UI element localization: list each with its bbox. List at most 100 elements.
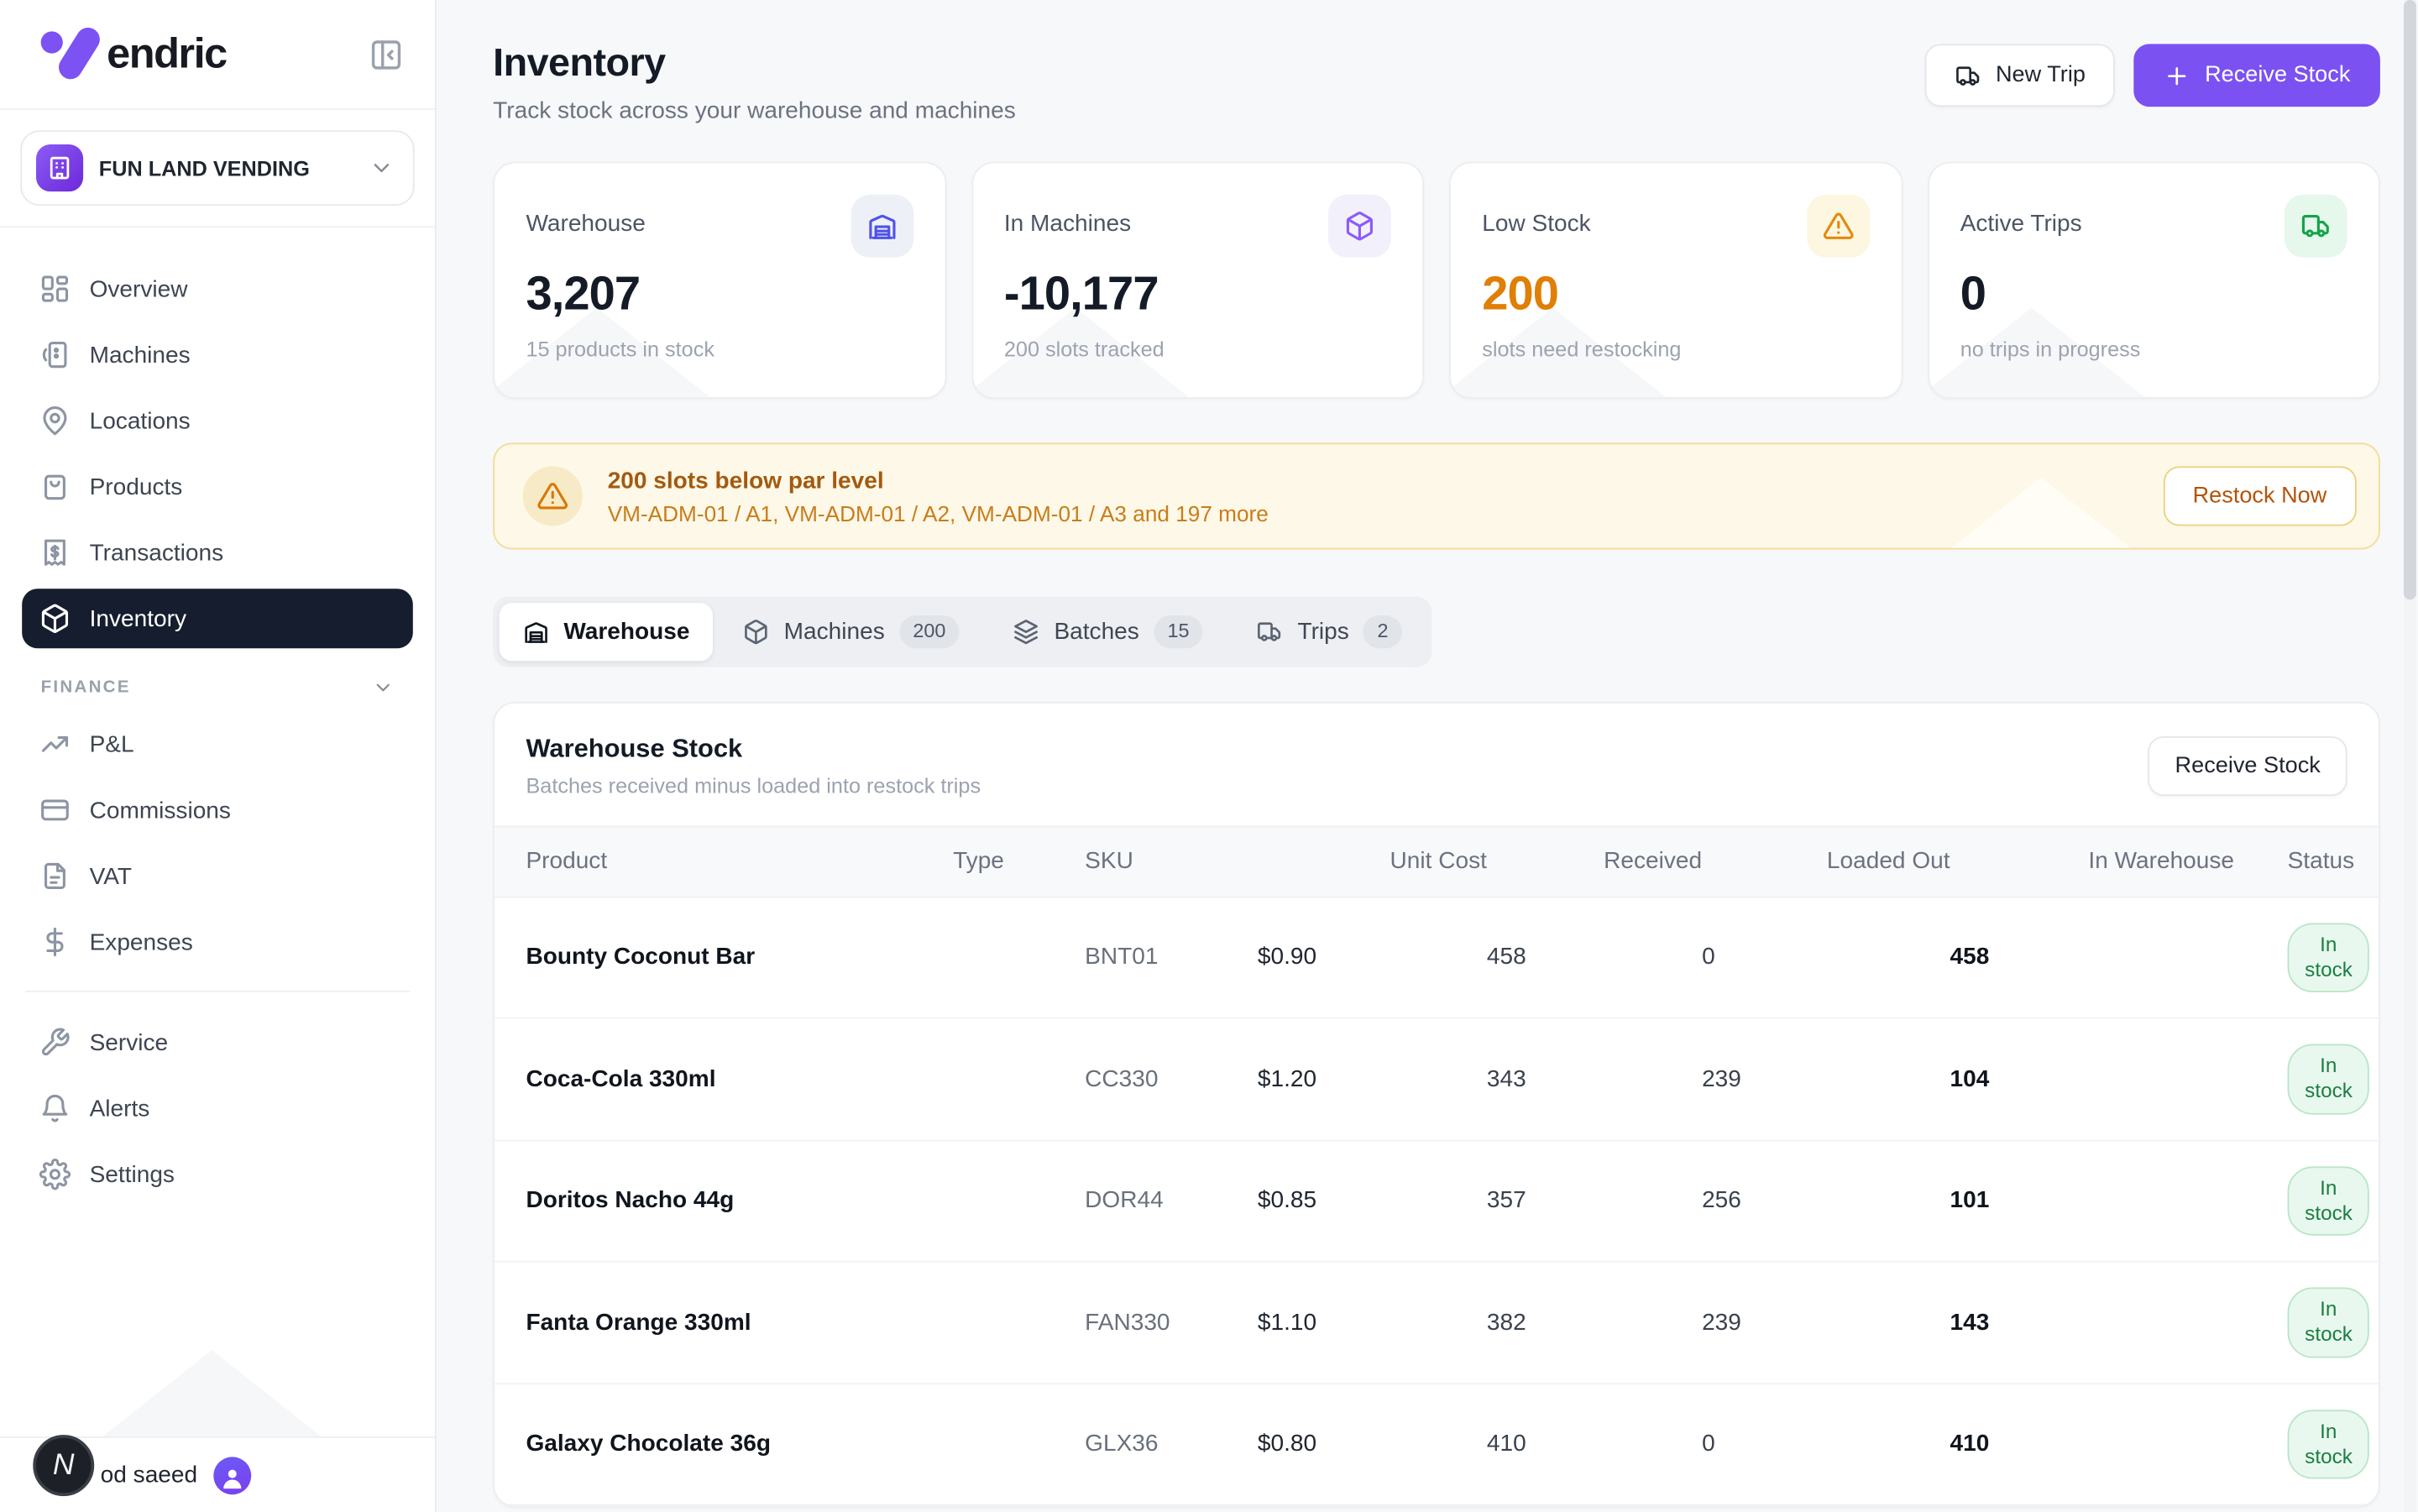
main-content: Inventory Track stock across your wareho… — [437, 0, 2418, 1512]
user-menu[interactable]: N od saeed — [0, 1435, 435, 1512]
table-row[interactable]: Bounty Coconut Bar BNT01 $0.90 458 0 458… — [495, 897, 2379, 1019]
inventory-tab[interactable]: Batches 15 — [990, 603, 1227, 660]
cell-unit-cost: $1.20 — [1257, 1065, 1317, 1093]
table-row[interactable]: Coca-Cola 330ml CC330 $1.20 343 239 104 … — [495, 1018, 2379, 1141]
status-badge: In stock — [2287, 922, 2369, 992]
finance-section-label: FINANCE — [40, 678, 131, 698]
table-row[interactable]: Galaxy Chocolate 36g GLX36 $0.80 410 0 4… — [495, 1384, 2379, 1506]
nav-item-icon — [39, 405, 71, 436]
warehouse-stock-card: Warehouse Stock Batches received minus l… — [493, 700, 2380, 1508]
nav-item-icon — [39, 1093, 71, 1124]
chevron-down-icon — [369, 155, 394, 180]
tab-label: Warehouse — [563, 618, 690, 646]
cell-loaded-out: 256 — [1702, 1187, 1741, 1214]
nav-item-icon — [39, 1159, 71, 1190]
org-building-icon — [36, 144, 84, 192]
sidebar-item[interactable]: Expenses — [22, 912, 413, 971]
cell-unit-cost: $0.90 — [1257, 944, 1317, 971]
receive-stock-button[interactable]: Receive Stock — [2133, 44, 2380, 107]
stat-icon — [850, 194, 913, 258]
stat-value: 200 — [1482, 268, 1559, 321]
sidebar-item[interactable]: VAT — [22, 846, 413, 906]
nav-item-label: Transactions — [89, 539, 224, 567]
sidebar-item[interactable]: Inventory — [22, 589, 413, 649]
inventory-tab[interactable]: Warehouse — [499, 603, 714, 661]
cell-loaded-out: 0 — [1702, 1431, 1715, 1457]
table-title: Warehouse Stock — [526, 734, 743, 762]
receive-stock-secondary-button[interactable]: Receive Stock — [2148, 735, 2347, 796]
inventory-tab[interactable]: Trips 2 — [1233, 603, 1426, 660]
banner-detail: VM-ADM-01 / A1, VM-ADM-01 / A2, VM-ADM-0… — [607, 500, 1269, 526]
cell-sku: GLX36 — [1085, 1431, 1159, 1457]
status-badge: In stock — [2287, 1409, 2369, 1479]
col-product: Product — [526, 847, 608, 875]
sidebar-nav: Overview Machines Locations Products — [0, 228, 435, 1437]
sidebar: endric FUN LAND VENDING Overview Machine… — [0, 0, 437, 1512]
nav-item-label: P&L — [89, 730, 134, 758]
scrollbar-thumb[interactable] — [2403, 0, 2416, 600]
nav-item-label: Inventory — [89, 604, 186, 632]
table-subtitle: Batches received minus loaded into resto… — [526, 772, 981, 798]
tab-icon — [743, 618, 770, 645]
cell-received: 458 — [1486, 944, 1526, 971]
sidebar-item[interactable]: Commissions — [22, 780, 413, 840]
stat-icon — [2284, 194, 2347, 258]
restock-now-button[interactable]: Restock Now — [2163, 466, 2357, 526]
cell-in-warehouse: 143 — [1950, 1309, 1990, 1336]
cell-in-warehouse: 458 — [1950, 944, 1990, 971]
cell-sku: BNT01 — [1085, 944, 1159, 971]
sidebar-item[interactable]: Products — [22, 457, 413, 516]
org-name: FUN LAND VENDING — [98, 156, 310, 180]
cell-product: Galaxy Chocolate 36g — [526, 1431, 771, 1457]
nav-item-icon — [39, 339, 71, 370]
sidebar-item[interactable]: Settings — [22, 1144, 413, 1204]
sidebar-item[interactable]: Service — [22, 1012, 413, 1072]
col-type: Type — [953, 847, 1004, 875]
table-header-row: Product Type SKU Unit Cost Received Load… — [495, 824, 2379, 897]
page-header: Inventory Track stock across your wareho… — [493, 41, 2380, 124]
new-trip-button[interactable]: New Trip — [1924, 44, 2116, 107]
inventory-tab[interactable]: Machines 200 — [720, 603, 983, 660]
cell-received: 410 — [1486, 1431, 1526, 1457]
sidebar-item[interactable]: P&L — [22, 714, 413, 774]
decorative-chevron — [62, 1350, 362, 1437]
tab-count-badge: 200 — [898, 615, 960, 648]
warning-triangle-icon — [522, 466, 583, 526]
nav-item-label: Machines — [89, 341, 191, 369]
stat-label: In Machines — [1003, 210, 1132, 238]
nav-item-icon — [39, 794, 71, 825]
nav-item-label: Service — [89, 1028, 169, 1056]
col-in-warehouse: In Warehouse — [2088, 847, 2235, 875]
sidebar-item[interactable]: Alerts — [22, 1079, 413, 1138]
finance-section-toggle[interactable]: FINANCE — [22, 655, 413, 714]
sidebar-item[interactable]: Transactions — [22, 523, 413, 583]
sidebar-item[interactable]: Machines — [22, 325, 413, 385]
banner-title: 200 slots below par level — [607, 467, 884, 494]
stat-label: Warehouse — [526, 210, 646, 238]
scrollbar[interactable] — [2403, 0, 2416, 1512]
stat-caption: slots need restocking — [1482, 337, 1682, 362]
sidebar-collapse-button[interactable] — [369, 37, 403, 71]
dev-overlay-badge[interactable]: N — [33, 1435, 95, 1497]
nav-item-icon — [39, 1027, 71, 1058]
status-badge: In stock — [2287, 1165, 2369, 1236]
col-status: Status — [2287, 847, 2355, 875]
sidebar-item[interactable]: Locations — [22, 391, 413, 451]
cell-received: 357 — [1486, 1187, 1526, 1214]
sidebar-header: endric — [0, 0, 435, 110]
table-row[interactable]: Fanta Orange 330ml FAN330 $1.10 382 239 … — [495, 1262, 2379, 1384]
stat-value: 3,207 — [526, 268, 641, 321]
nav-item-icon — [39, 273, 71, 304]
org-switcher-wrap: FUN LAND VENDING — [0, 110, 435, 228]
sidebar-item[interactable]: Overview — [22, 259, 413, 319]
logo-pill — [54, 22, 105, 83]
cell-product: Fanta Orange 330ml — [526, 1309, 751, 1336]
tab-count-badge: 2 — [1363, 615, 1403, 648]
org-switcher[interactable]: FUN LAND VENDING — [20, 130, 415, 206]
table-row[interactable]: Doritos Nacho 44g DOR44 $0.85 357 256 10… — [495, 1140, 2379, 1263]
cell-loaded-out: 239 — [1702, 1309, 1741, 1336]
stat-icon — [1806, 194, 1870, 258]
nav-item-label: Settings — [89, 1160, 175, 1188]
tab-icon — [1013, 618, 1040, 645]
cell-in-warehouse: 104 — [1950, 1065, 1990, 1093]
